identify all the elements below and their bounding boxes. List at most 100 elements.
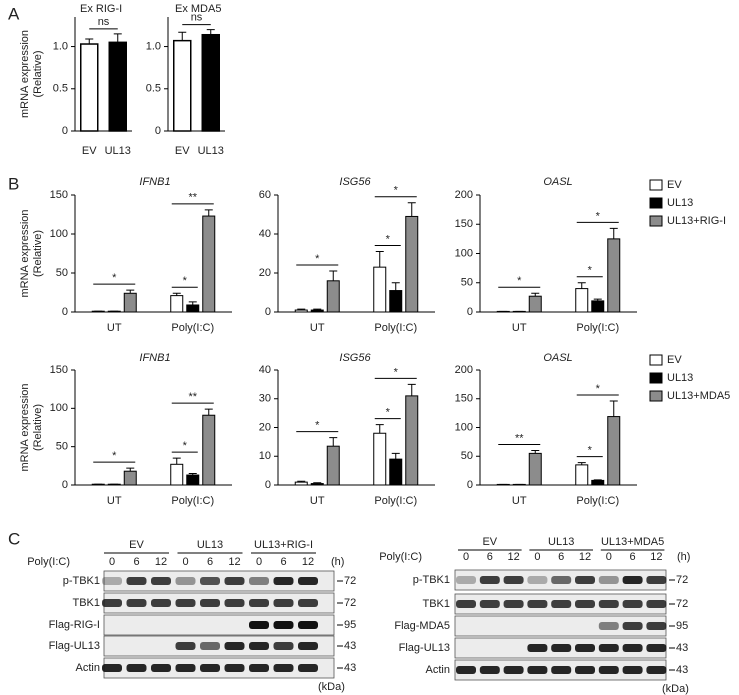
y-tick-label: 0.5	[53, 83, 68, 95]
legend-swatch	[649, 390, 663, 402]
error-bar	[375, 424, 384, 434]
time-label: 12	[579, 551, 591, 563]
band	[273, 664, 294, 672]
y-tick-label: 0	[265, 479, 271, 491]
band	[175, 577, 196, 585]
bar	[201, 33, 220, 132]
time-label: 12	[650, 551, 662, 563]
error-bar	[188, 473, 197, 476]
band	[175, 599, 196, 607]
error-bar	[297, 480, 306, 483]
group-label: EV	[482, 536, 497, 548]
row-label: TBK1	[422, 598, 450, 610]
x-tick-label: Poly(I:C)	[576, 495, 619, 507]
error-bar	[297, 308, 306, 311]
y-tick-label: 50	[56, 267, 68, 279]
y-tick-label: 30	[259, 393, 271, 405]
band	[551, 600, 572, 608]
significance-label: *	[596, 210, 601, 222]
bar	[202, 215, 216, 313]
band	[151, 599, 171, 607]
y-tick-label: 100	[50, 228, 68, 240]
y-tick-label: 0.5	[146, 83, 161, 95]
y-axis-label: mRNA expression	[19, 30, 31, 118]
time-label: 0	[534, 551, 540, 563]
significance-label: *	[315, 253, 320, 265]
band	[127, 642, 147, 650]
y-tick-label: 0	[62, 125, 68, 137]
band	[622, 644, 643, 652]
x-tick-label: Poly(I:C)	[171, 495, 214, 507]
bar	[326, 445, 340, 486]
band	[298, 621, 318, 629]
band	[298, 642, 318, 650]
band	[456, 644, 476, 652]
time-label: 12	[155, 556, 167, 568]
significance-label: *	[183, 275, 188, 287]
error-bar	[329, 437, 338, 447]
band	[646, 644, 667, 652]
band	[551, 644, 572, 652]
error-bar	[593, 298, 602, 301]
x-tick-label: UL13	[198, 145, 224, 157]
row-label: TBK1	[72, 597, 100, 609]
band	[598, 622, 619, 630]
marker-unit: (kDa)	[662, 683, 689, 695]
band	[646, 600, 667, 608]
group-label: UL13	[197, 539, 223, 551]
band	[479, 576, 500, 584]
band	[456, 576, 476, 584]
bar	[389, 458, 403, 486]
y-tick-label: 60	[259, 189, 271, 201]
bar	[389, 290, 403, 313]
group-label: UL13+MDA5	[601, 536, 664, 548]
error-bar	[577, 462, 586, 465]
band	[298, 664, 318, 672]
band	[622, 666, 643, 674]
band	[527, 576, 548, 584]
band	[200, 664, 220, 672]
band	[575, 622, 595, 630]
band	[480, 622, 500, 630]
chart-title: IFNB1	[139, 352, 170, 364]
time-label: 12	[507, 551, 519, 563]
legend-swatch	[649, 215, 663, 227]
x-tick-label: UT	[512, 495, 527, 507]
band	[224, 599, 245, 607]
chart-title: OASL	[543, 176, 572, 188]
treatment-label: Poly(I:C)	[27, 556, 70, 568]
significance-label: *	[112, 272, 117, 284]
band	[575, 576, 595, 584]
bar	[186, 474, 200, 486]
time-label: 6	[487, 551, 493, 563]
marker-label: 43	[676, 664, 688, 676]
group-label: UL13	[548, 536, 574, 548]
error-bar	[577, 282, 586, 289]
bar	[405, 395, 419, 486]
legend-swatch	[649, 197, 663, 209]
bar	[575, 288, 589, 313]
band	[503, 666, 524, 674]
band	[224, 577, 245, 585]
bar	[186, 304, 200, 313]
band	[504, 644, 524, 652]
y-tick-label: 0	[265, 306, 271, 318]
chart-title: Ex RIG-I	[80, 3, 122, 15]
time-label: 12	[302, 556, 314, 568]
marker-label: 95	[344, 619, 356, 631]
time-label: 6	[133, 556, 139, 568]
error-bar	[609, 227, 618, 239]
error-bar	[204, 408, 213, 416]
band	[575, 666, 595, 674]
bar	[108, 41, 127, 132]
y-tick-label: 100	[50, 402, 68, 414]
band	[151, 577, 171, 585]
significance-label: **	[515, 432, 524, 444]
band	[646, 622, 667, 630]
band	[575, 600, 595, 608]
bar	[202, 414, 216, 486]
y-tick-label: 100	[455, 421, 473, 433]
bar	[123, 470, 137, 486]
bar	[310, 309, 324, 313]
